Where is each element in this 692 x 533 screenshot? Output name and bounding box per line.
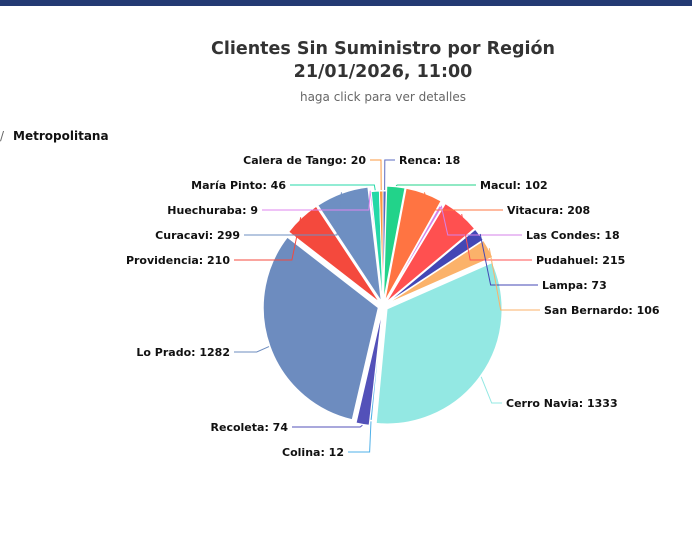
slice-label-calera-de-tango: Calera de Tango: 20 [243,154,366,167]
slice-label-lo-prado: Lo Prado: 1282 [136,346,230,359]
slice-label-providencia: Providencia: 210 [126,254,230,267]
leader-line-maria-pinto [290,184,376,191]
pie-slice-cerro-navia[interactable] [375,261,503,425]
leader-line-lampa [479,233,538,286]
pie-slice-calera-de-tango[interactable] [378,190,384,307]
pie-slice-las-condes[interactable] [382,205,443,307]
pie-slice-recoleta[interactable] [355,310,383,426]
leader-line-colina [348,421,372,453]
leader-line-vitacura [423,192,503,211]
chart-date: 21/01/2026, 11:00 [293,62,473,82]
chart-title: Clientes Sin Suministro por Región [211,39,555,59]
breadcrumb[interactable]: / Metropolitana [0,129,109,143]
slice-label-maria-pinto: María Pinto: 46 [191,179,286,192]
slice-label-renca: Renca: 18 [399,154,460,167]
slice-label-las-condes: Las Condes: 18 [526,229,620,242]
leader-line-macul [395,184,476,187]
leader-line-calera-de-tango [370,159,382,191]
pie-slice-providencia[interactable] [287,205,381,303]
slice-label-recoleta: Recoleta: 74 [211,421,289,434]
chart-subtitle: haga click para ver detalles [299,90,467,104]
leader-line-curacavi [244,192,342,236]
slice-label-huechuraba: Huechuraba: 9 [167,204,258,217]
leader-line-recoleta [292,424,363,428]
leader-line-pudahuel [461,213,532,261]
leader-line-lo-prado [234,346,270,353]
leader-line-providencia [234,217,302,261]
pie-slice-macul[interactable] [383,185,406,302]
slice-label-curacavi: Curacavi: 299 [155,229,240,242]
pie-slice-san-bernardo[interactable] [387,239,494,305]
pie-slice-pudahuel[interactable] [385,202,476,303]
slice-label-lampa: Lampa: 73 [542,279,607,292]
slice-label-san-bernardo: San Bernardo: 106 [544,304,660,317]
slice-label-cerro-navia: Cerro Navia: 1333 [506,397,618,410]
breadcrumb-region[interactable]: Metropolitana [13,129,109,143]
leader-line-renca [384,159,395,191]
slice-label-vitacura: Vitacura: 208 [507,204,590,217]
leader-line-las-condes [440,205,522,236]
chart-title-block: Clientes Sin Suministro por Región 21/01… [183,38,583,104]
leader-line-san-bernardo [488,248,540,311]
pie-slice-vitacura[interactable] [384,187,442,302]
slice-label-macul: Macul: 102 [480,179,548,192]
slice-label-pudahuel: Pudahuel: 215 [536,254,625,267]
slice-label-colina: Colina: 12 [282,446,344,459]
breadcrumb-separator: / [0,129,5,143]
leader-line-cerro-navia [480,376,502,404]
leader-line-huechuraba [262,190,371,211]
top-bar [0,0,692,6]
